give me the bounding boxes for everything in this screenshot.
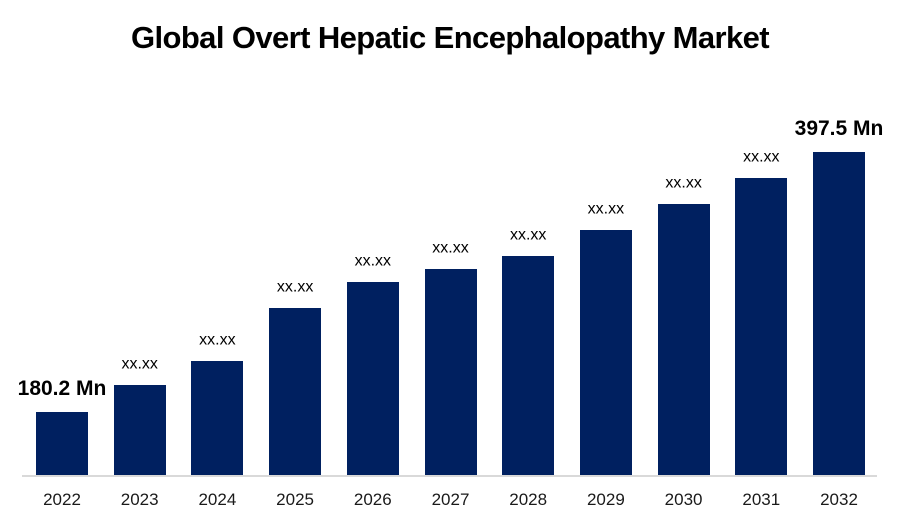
value-label-2023: xx.xx [121, 355, 158, 373]
year-label-2023: 2023 [120, 490, 159, 509]
bar-2023 [113, 385, 166, 475]
bar-2030 [657, 204, 710, 475]
year-label-2032: 2032 [820, 490, 858, 509]
value-label-2026: xx.xx [354, 252, 392, 270]
x-axis-line [22, 475, 877, 477]
value-label-2028: xx.xx [509, 226, 547, 244]
bar-2032 [813, 152, 865, 475]
bar-2024 [191, 361, 244, 475]
year-label-2027: 2027 [431, 490, 470, 509]
value-label-2032: 397.5 Mn [794, 116, 884, 140]
value-label-2027: xx.xx [432, 239, 469, 257]
bar-2027 [424, 269, 477, 475]
year-label-2024: 2024 [198, 490, 237, 509]
year-label-2029: 2029 [586, 490, 625, 509]
value-label-2024: xx.xx [199, 331, 236, 349]
value-label-2031: xx.xx [743, 148, 780, 166]
value-label-2030: xx.xx [665, 174, 702, 192]
bar-2025 [269, 308, 322, 475]
value-label-2025: xx.xx [276, 278, 314, 296]
bar-2028 [502, 256, 555, 475]
chart-title: Global Overt Hepatic Encephalopathy Mark… [130, 20, 770, 55]
value-label-2029: xx.xx [587, 200, 625, 218]
bar-2031 [735, 178, 788, 475]
year-label-2028: 2028 [509, 490, 548, 509]
bar-2022 [36, 412, 88, 475]
value-label-2022: 180.2 Mn [17, 376, 107, 400]
year-label-2022: 2022 [43, 490, 81, 509]
bar-2029 [579, 230, 632, 475]
year-label-2031: 2031 [742, 490, 781, 509]
bar-2026 [346, 282, 399, 475]
year-label-2025: 2025 [276, 490, 315, 509]
year-label-2030: 2030 [664, 490, 703, 509]
year-label-2026: 2026 [353, 490, 392, 509]
